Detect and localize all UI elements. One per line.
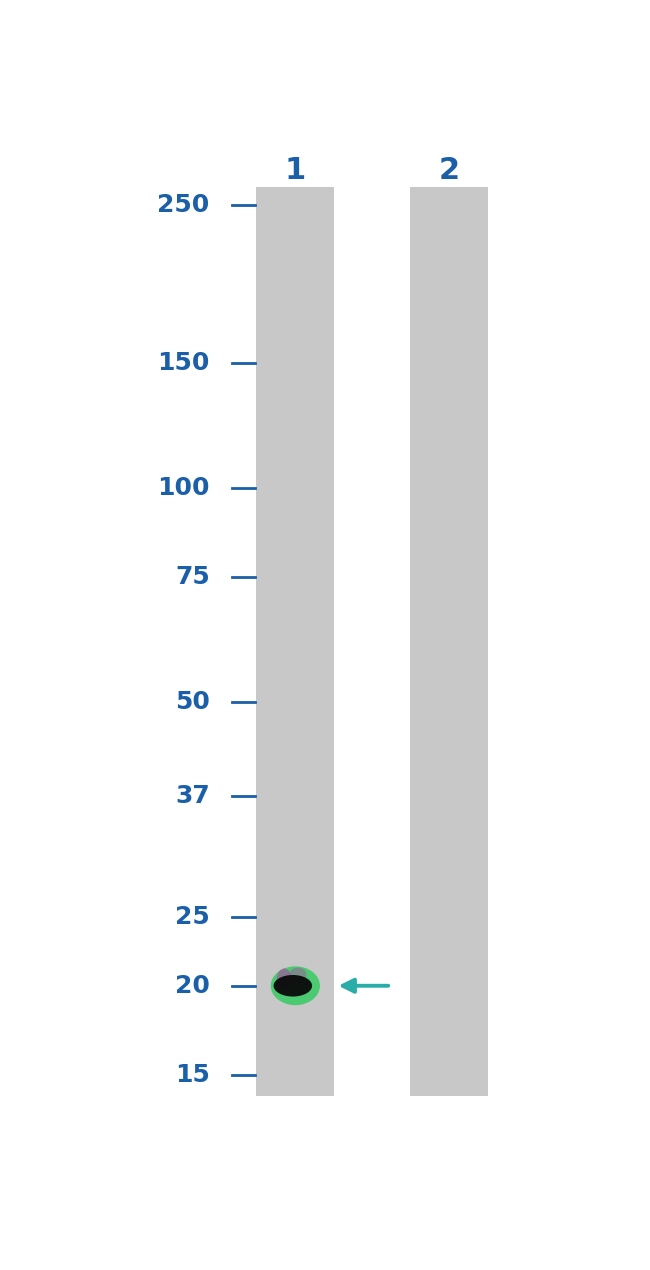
Text: 250: 250 [157,193,210,217]
Ellipse shape [270,966,320,1005]
Bar [256,187,334,1096]
Ellipse shape [274,975,312,997]
Text: 50: 50 [175,691,210,715]
Ellipse shape [289,968,306,983]
Ellipse shape [277,969,292,991]
Text: 15: 15 [175,1063,210,1087]
Text: 2: 2 [438,155,460,184]
Text: 150: 150 [157,351,210,375]
Text: 20: 20 [175,974,210,998]
Text: 37: 37 [175,784,210,808]
Text: 1: 1 [285,155,306,184]
Text: 100: 100 [157,476,210,500]
Text: 75: 75 [175,565,210,589]
Bar [410,187,488,1096]
Text: 25: 25 [175,904,210,928]
